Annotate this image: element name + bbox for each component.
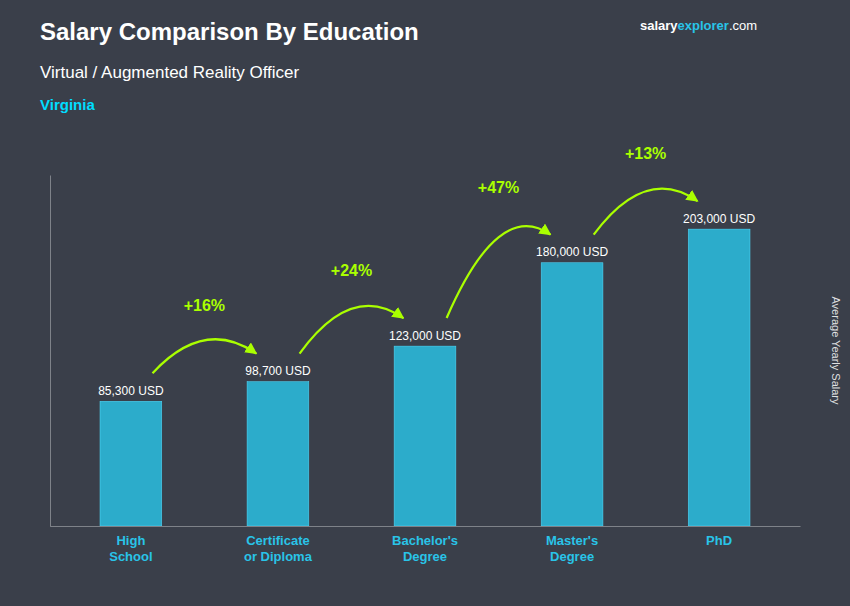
x-tick-label-line: or Diploma: [244, 549, 313, 564]
x-axis: HighSchool Certificateor Diploma Bachelor'…: [51, 527, 801, 564]
data-label: 123,000 USD: [389, 329, 461, 343]
bar: [247, 382, 309, 526]
plot: HighSchool Certificateor Diploma Bachelor'…: [51, 145, 801, 564]
pct-label: +13%: [625, 145, 666, 162]
x-tick-label-line: Master's: [546, 533, 598, 548]
brand: explorer: [678, 18, 729, 33]
pct-label: +16%: [184, 297, 225, 314]
data-labels: 85,300 USD 98,700 USD 123,000 USD 180,000 U…: [98, 212, 755, 398]
chart-svg: Salary Comparison By Education Virtual / …: [0, 0, 850, 606]
data-label: 98,700 USD: [245, 364, 311, 378]
x-tick: Bachelor'sDegree: [392, 533, 458, 564]
data-label: 85,300 USD: [98, 384, 164, 398]
x-tick-label-line: High: [116, 533, 145, 548]
arrow: [594, 189, 698, 235]
arrow: [300, 306, 404, 354]
x-tick-label-line: Degree: [403, 549, 447, 564]
x-tick-label-line: PhD: [706, 533, 732, 548]
chart-container: Salary Comparison By Education Virtual / …: [0, 0, 850, 606]
x-tick-label: Bachelor'sDegree: [392, 533, 458, 564]
arrow: [447, 226, 551, 318]
x-tick-label-line: Degree: [550, 549, 594, 564]
bar: [394, 346, 456, 526]
x-tick-label: PhD: [706, 533, 732, 548]
x-tick-label-line: School: [109, 549, 152, 564]
x-tick-label: Master'sDegree: [546, 533, 598, 564]
y-axis-title: Average Yearly Salary: [830, 296, 842, 405]
location: Virginia: [40, 96, 95, 113]
x-tick-label: HighSchool: [109, 533, 152, 564]
x-axis-line: [51, 526, 801, 527]
bar: [688, 229, 750, 526]
x-tick-label-line: Certificate: [246, 533, 310, 548]
brand: .com: [729, 18, 757, 33]
bar: [100, 401, 162, 526]
title: Salary Comparison By Education: [40, 18, 419, 45]
pct-label: +24%: [331, 262, 372, 279]
bar: [541, 263, 603, 526]
x-tick: HighSchool: [109, 533, 152, 564]
pct-label: +47%: [478, 179, 519, 196]
brand: salary: [640, 18, 678, 33]
x-tick: PhD: [706, 533, 732, 548]
data-label: 180,000 USD: [536, 245, 608, 259]
x-tick-label: Certificateor Diploma: [244, 533, 313, 564]
subtitle: Virtual / Augmented Reality Officer: [40, 63, 300, 82]
arrow: [153, 339, 257, 373]
bars: [100, 229, 750, 526]
y-axis-line: [50, 176, 51, 527]
x-tick: Certificateor Diploma: [244, 533, 313, 564]
data-label: 203,000 USD: [683, 212, 755, 226]
x-tick: Master'sDegree: [546, 533, 598, 564]
background: [0, 0, 850, 606]
x-tick-label-line: Bachelor's: [392, 533, 458, 548]
y-axis: [50, 176, 51, 527]
annotations: +16% +24% +47% +13%: [153, 145, 698, 373]
